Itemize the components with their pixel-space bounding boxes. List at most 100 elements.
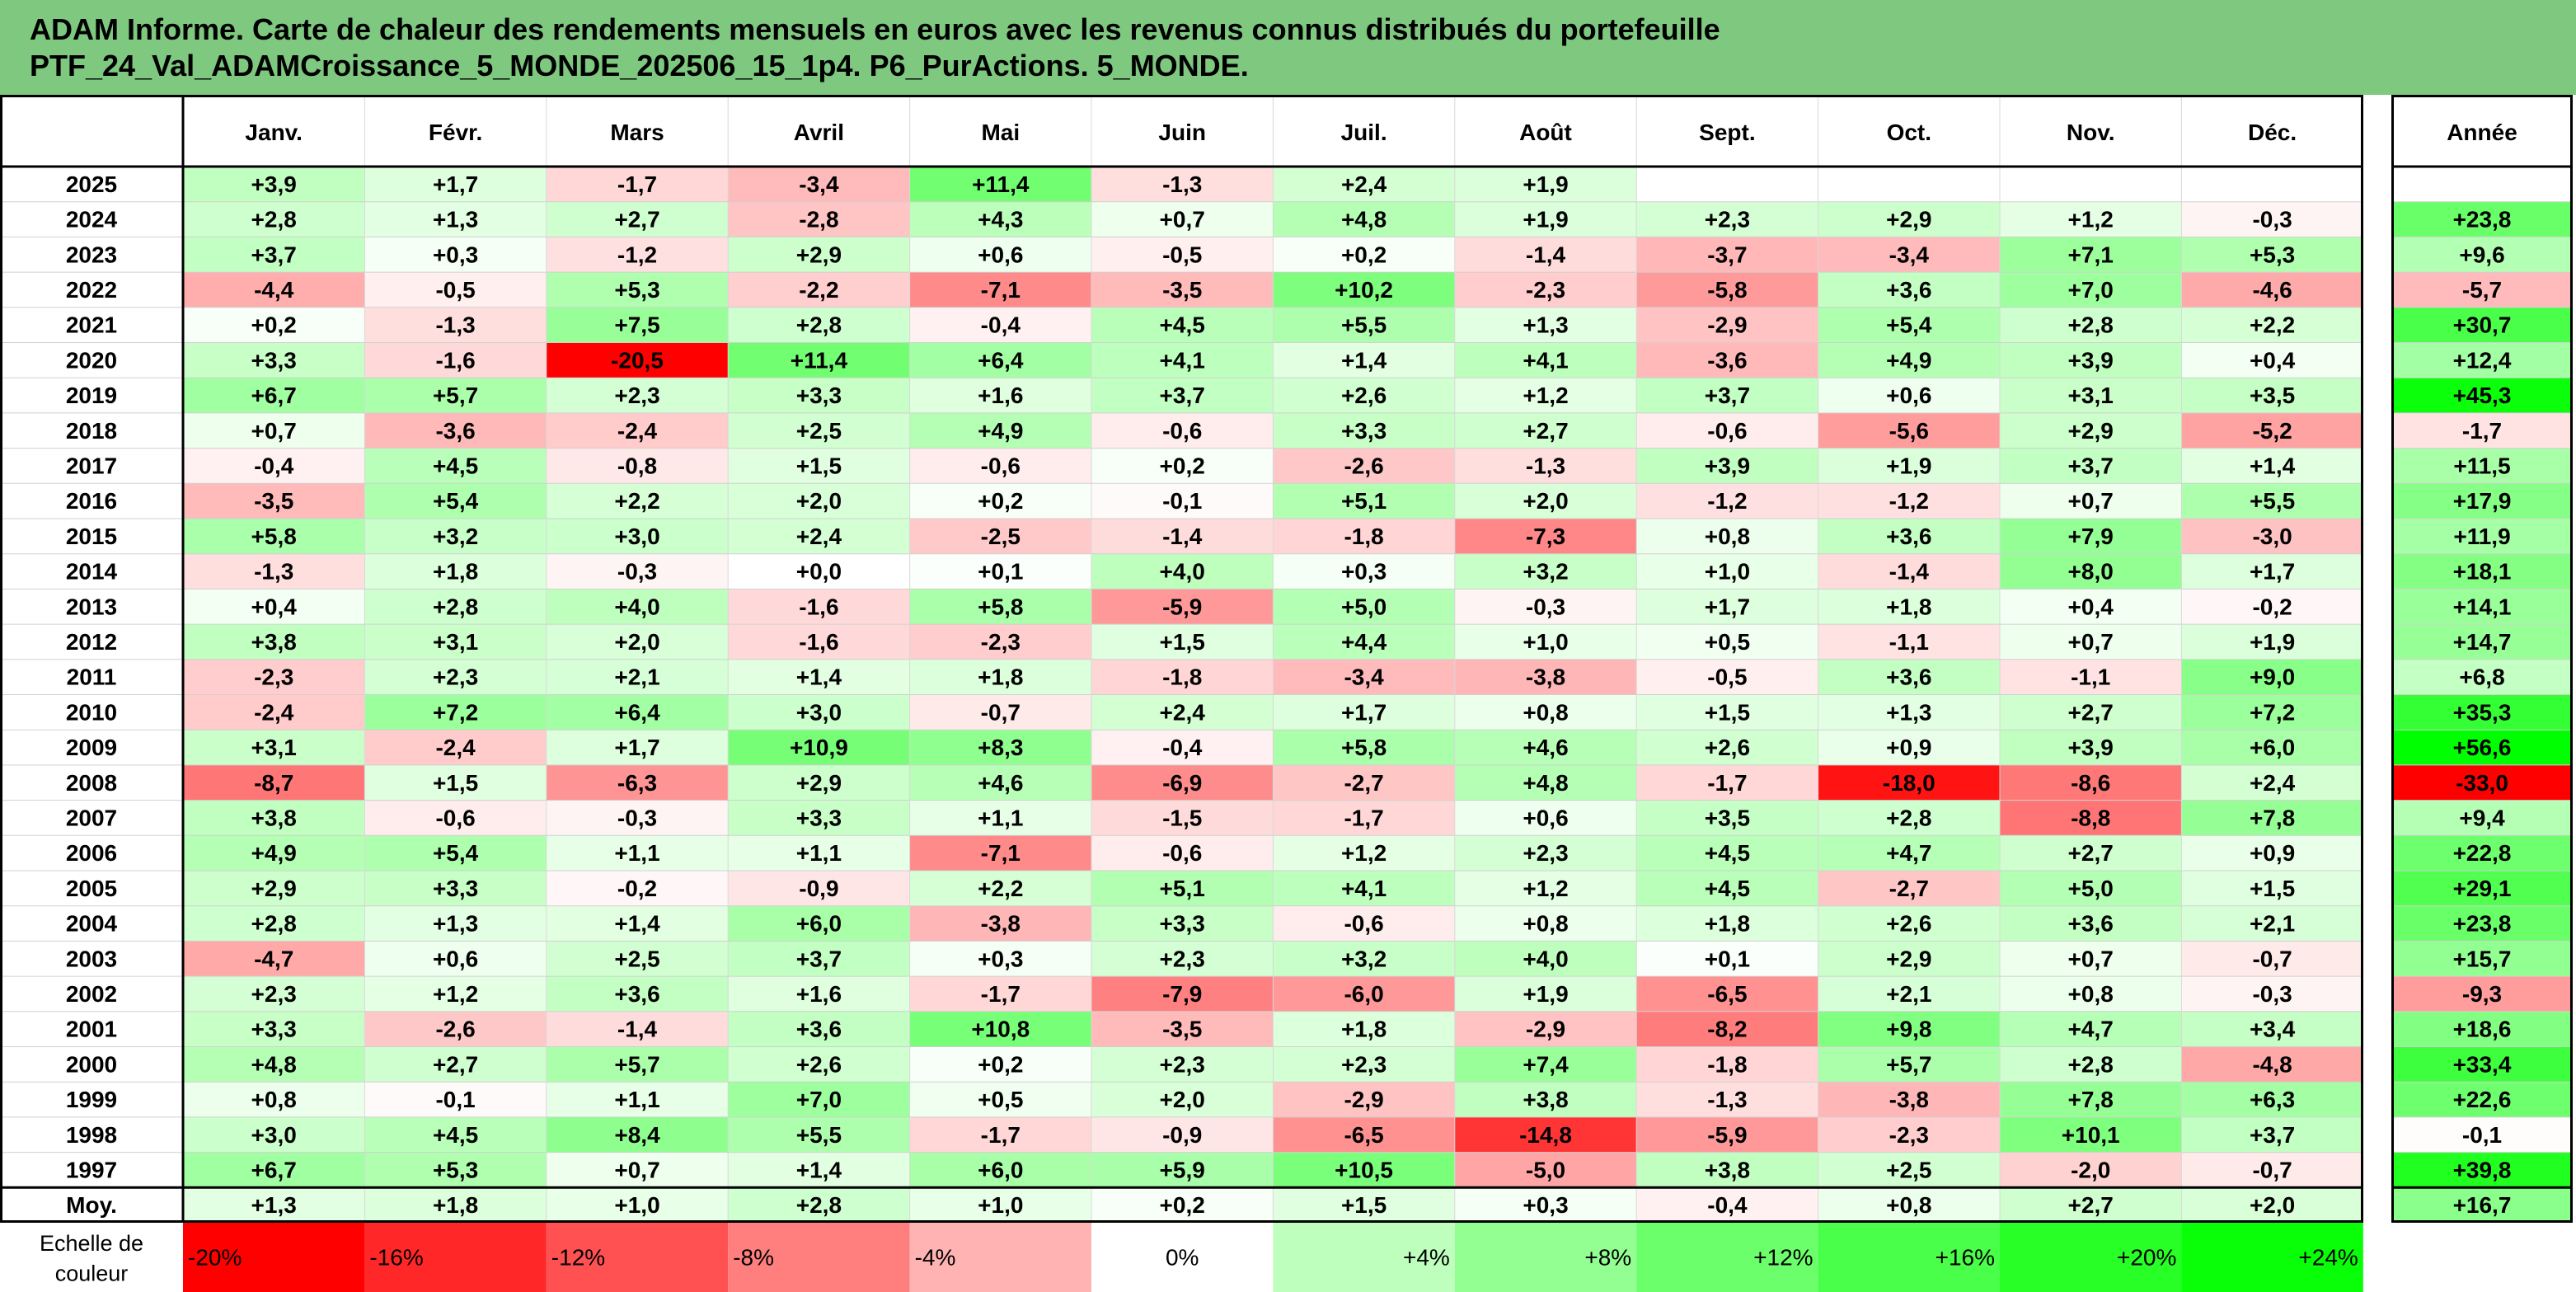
heatmap-cell [1818, 1152, 2000, 1188]
cell-value: +2,6 [796, 1051, 842, 1077]
heatmap-cell [1091, 589, 1274, 625]
scale-step-label: +12% [1753, 1245, 1813, 1271]
heatmap-cell [728, 1187, 910, 1223]
heatmap-cell [1636, 1152, 1818, 1188]
cell-value: +3,2 [1341, 946, 1387, 971]
annual-cell [2391, 589, 2573, 625]
cell-value: +2,9 [251, 876, 297, 901]
heatmap-cell [1636, 764, 1818, 801]
heatmap-cell [546, 941, 729, 977]
heatmap-cell [2181, 694, 2363, 731]
cell-value: +4,6 [1523, 735, 1568, 760]
heatmap-cell [728, 483, 910, 519]
cell-value: +8,4 [614, 1122, 660, 1148]
cell-value: -4,6 [2252, 277, 2292, 303]
cell-value: +0,2 [1341, 242, 1387, 267]
cell-value: +4,1 [1341, 876, 1387, 901]
cell-value: +3,8 [1523, 1087, 1568, 1112]
cell-value: +2,7 [614, 207, 659, 233]
year-cell [0, 764, 183, 801]
cell-value: +2,3 [1705, 207, 1750, 233]
heatmap-cell [1454, 659, 1637, 695]
heatmap-cell [364, 589, 547, 625]
cell-value: +5,8 [251, 524, 297, 549]
annual-cell [2391, 167, 2573, 202]
cell-value: -7,1 [981, 840, 1021, 866]
heatmap-cell [183, 659, 365, 695]
year-cell [0, 659, 183, 695]
heatmap-cell [1454, 448, 1637, 484]
heatmap-cell [1273, 378, 1455, 413]
cell-value: -2,6 [435, 1017, 475, 1042]
heatmap-cell [1818, 624, 2000, 660]
cell-value: +1,1 [614, 840, 659, 866]
column-header-9: Oct. [1887, 120, 1931, 145]
annual-value: +29,1 [2453, 876, 2512, 901]
annual-header-cell [2391, 95, 2573, 167]
heatmap-cell [1454, 1187, 1637, 1223]
cell-value: -0,7 [2252, 946, 2292, 971]
heatmap-cell [1636, 448, 1818, 484]
heatmap-cell [2000, 659, 2182, 695]
cell-value: +3,6 [1886, 665, 1931, 690]
heatmap-cell [183, 800, 365, 836]
heatmap-cell [1636, 871, 1818, 906]
cell-value: +1,6 [796, 981, 842, 1007]
year-label: 2014 [66, 559, 118, 585]
cell-value: +3,6 [1886, 277, 1931, 303]
cell-value: +1,5 [2250, 876, 2295, 901]
cell-value: +2,9 [1886, 207, 1931, 233]
year-cell [0, 1046, 183, 1083]
scale-swatch [1454, 1223, 1637, 1292]
heatmap-cell [909, 553, 1091, 590]
cell-value: -0,3 [2252, 981, 2292, 1007]
cell-value: -2,0 [2071, 1157, 2110, 1182]
heatmap-cell [546, 519, 729, 554]
cell-value: -1,8 [1162, 665, 1202, 690]
scale-swatch [183, 1223, 365, 1292]
heatmap-cell [2181, 553, 2363, 590]
heatmap-cell [1636, 519, 1818, 554]
cell-value: -0,5 [1162, 242, 1202, 267]
cell-value: +5,7 [433, 383, 478, 408]
heatmap-cell [1091, 1187, 1274, 1223]
cell-value: -1,6 [435, 347, 475, 373]
heatmap-cell [1818, 272, 2000, 308]
cell-value: -8,7 [254, 770, 293, 796]
annual-header: Année [2447, 120, 2517, 145]
heatmap-cell [1454, 871, 1637, 906]
cell-value: +1,8 [1886, 594, 1931, 619]
cell-value: -1,2 [1707, 488, 1747, 514]
cell-value: -0,8 [617, 453, 657, 478]
year-label: 2006 [66, 840, 117, 866]
heatmap-cell [1273, 1082, 1455, 1117]
heatmap-cell [2181, 1046, 2363, 1083]
heatmap-cell [364, 905, 547, 942]
cell-value: +4,5 [1160, 312, 1205, 338]
cell-value: +9,8 [1886, 1017, 1931, 1042]
cell-value: +1,7 [614, 735, 659, 760]
heatmap-cell [364, 201, 547, 237]
cell-value: +1,9 [1886, 453, 1931, 478]
year-cell [0, 307, 183, 343]
cell-value: +2,0 [796, 488, 842, 514]
cell-value: +0,5 [978, 1087, 1023, 1112]
heatmap-cell [909, 167, 1091, 202]
heatmap-cell [2181, 1152, 2363, 1188]
cell-value: -3,4 [1889, 242, 1930, 267]
cell-value: -2,3 [1889, 1122, 1929, 1148]
cell-value: -1,8 [1707, 1051, 1747, 1077]
cell-value: -18,0 [1883, 770, 1936, 796]
heatmap-cell [1818, 871, 2000, 906]
heatmap-cell [364, 976, 547, 1012]
heatmap-cell [909, 871, 1091, 906]
heatmap-cell [1818, 1082, 2000, 1117]
annual-value: +18,6 [2453, 1017, 2512, 1042]
heatmap-cell [728, 237, 910, 273]
heatmap-cell [364, 272, 547, 308]
heatmap-cell [1091, 1046, 1274, 1083]
cell-value: +0,3 [433, 242, 478, 267]
cell-value: -3,4 [799, 171, 839, 197]
heatmap-cell [183, 589, 365, 625]
heatmap-cell [909, 307, 1091, 343]
